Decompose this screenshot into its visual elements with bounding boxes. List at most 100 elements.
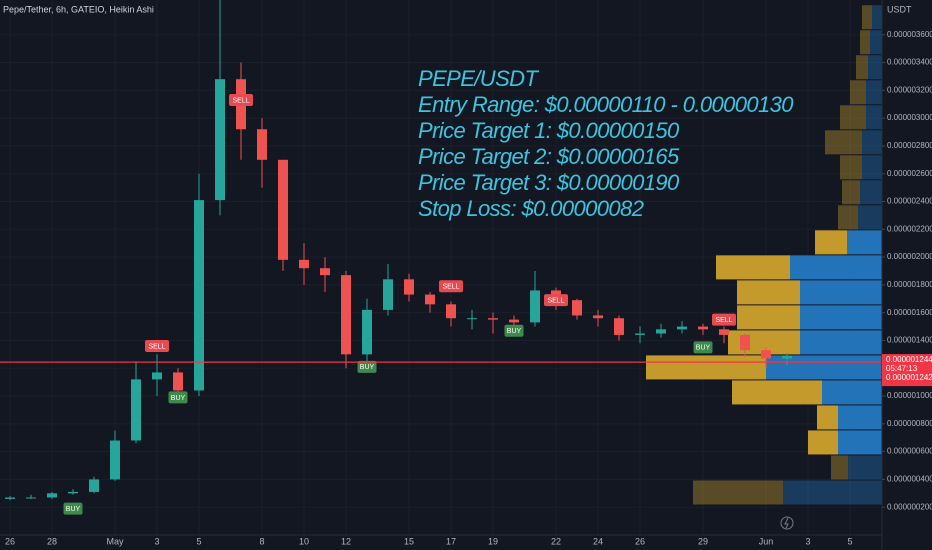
signal-label: BUY (507, 328, 522, 335)
profile-up (646, 355, 766, 380)
profile-down (866, 105, 882, 130)
signal-box (229, 94, 253, 107)
candle-body (278, 159, 288, 260)
candle-body (593, 315, 603, 319)
x-tick-label: Jun (759, 536, 774, 546)
profile-down (862, 130, 882, 155)
signal-label: BUY (66, 506, 81, 513)
candle-body (761, 350, 771, 359)
signal-label: SELL (232, 97, 249, 104)
replay-icon[interactable] (780, 516, 794, 530)
profile-down (783, 480, 882, 505)
profile-down (847, 230, 882, 255)
candle-body (719, 329, 729, 335)
signal-label: SELL (442, 284, 459, 291)
candle-body (509, 319, 519, 323)
y-tick-label: 0.00000300000 (887, 113, 932, 122)
x-tick-label: 28 (47, 536, 57, 546)
y-tick-label: 0.00000080000 (887, 419, 932, 428)
candle-body (740, 334, 750, 351)
y-tick-label: 0.00000220000 (887, 224, 932, 233)
signal-label: BUY (696, 345, 711, 352)
signal-label: SELL (148, 343, 165, 350)
prev-price-label: 0.00000124256 (886, 373, 932, 382)
candle-body (467, 318, 477, 320)
candle-body (425, 294, 435, 305)
profile-up (817, 405, 838, 430)
profile-up (850, 80, 866, 105)
profile-up (840, 105, 866, 130)
annotation-line: Price Target 3: $0.00000190 (418, 170, 680, 195)
profile-up (825, 130, 862, 155)
profile-down (868, 55, 882, 80)
profile-up (732, 380, 822, 405)
axes: 0.00000020000 0.00000040000 0.00000060000 0… (5, 30, 932, 546)
candle-body (68, 491, 78, 494)
candle-body (131, 379, 141, 441)
candles (5, 0, 792, 501)
x-tick-label: 3 (805, 536, 810, 546)
signal-box (712, 313, 736, 326)
profile-up (860, 30, 870, 55)
y-tick-label: 0.00000040000 (887, 475, 932, 484)
profile-up (862, 5, 872, 30)
candle-body (5, 497, 15, 499)
y-tick-label: 0.00000020000 (887, 502, 932, 511)
candle-body (656, 329, 666, 334)
annotation: PEPE/USDT Entry Range: $0.00000110 - 0.0… (418, 66, 795, 221)
candle-body (89, 479, 99, 492)
candle-body (404, 279, 414, 295)
candle-body (26, 497, 36, 499)
candle-body (446, 304, 456, 319)
annotation-line: Entry Range: $0.00000110 - 0.00000130 (418, 92, 794, 117)
profile-down (872, 5, 882, 30)
y-tick-label: 0.00000100000 (887, 391, 932, 400)
candle-body (530, 290, 540, 323)
x-tick-label: 26 (5, 536, 15, 546)
candle-body (572, 300, 582, 316)
signal-box (357, 360, 377, 373)
profile-up (808, 430, 838, 455)
profile-down (800, 280, 882, 305)
candle-body (635, 333, 645, 335)
signal-box (63, 502, 83, 515)
signal-label: BUY (360, 364, 375, 371)
candle-body (677, 326, 687, 330)
profile-up (840, 155, 862, 180)
signal-box (544, 294, 568, 307)
x-tick-label: 10 (299, 536, 309, 546)
y-tick-label: 0.00000180000 (887, 280, 932, 289)
y-tick-label: 0.00000140000 (887, 336, 932, 345)
candle-body (194, 200, 204, 391)
y-tick-label: 0.00000340000 (887, 58, 932, 67)
candle-body (614, 318, 624, 335)
profile-up (737, 280, 800, 305)
candle-body (698, 326, 708, 330)
candle-body (47, 493, 57, 498)
profile-down (822, 380, 882, 405)
profile-down (838, 405, 882, 430)
signal-box (693, 341, 713, 354)
candle-body (383, 279, 393, 310)
x-tick-label: 19 (488, 536, 498, 546)
candle-body (362, 309, 372, 355)
y-tick-label: 0.00000360000 (887, 30, 932, 39)
x-tick-label: 24 (593, 536, 603, 546)
signal-label: BUY (171, 395, 186, 402)
profile-down (800, 330, 882, 355)
currency-label: USDT (887, 4, 912, 14)
profile-up (693, 480, 783, 505)
y-tick-label: 0.00000320000 (887, 85, 932, 94)
profile-down (862, 155, 882, 180)
candle-body (782, 355, 792, 359)
x-tick-label: May (106, 536, 124, 546)
y-tick-label: 0.00000160000 (887, 308, 932, 317)
annotation-line: Price Target 1: $0.00000150 (418, 118, 680, 143)
candle-body (488, 318, 498, 320)
signal-box (439, 280, 463, 293)
x-tick-label: 12 (341, 536, 351, 546)
x-tick-label: 15 (404, 536, 414, 546)
x-tick-label: 17 (446, 536, 456, 546)
profile-down (848, 455, 882, 480)
